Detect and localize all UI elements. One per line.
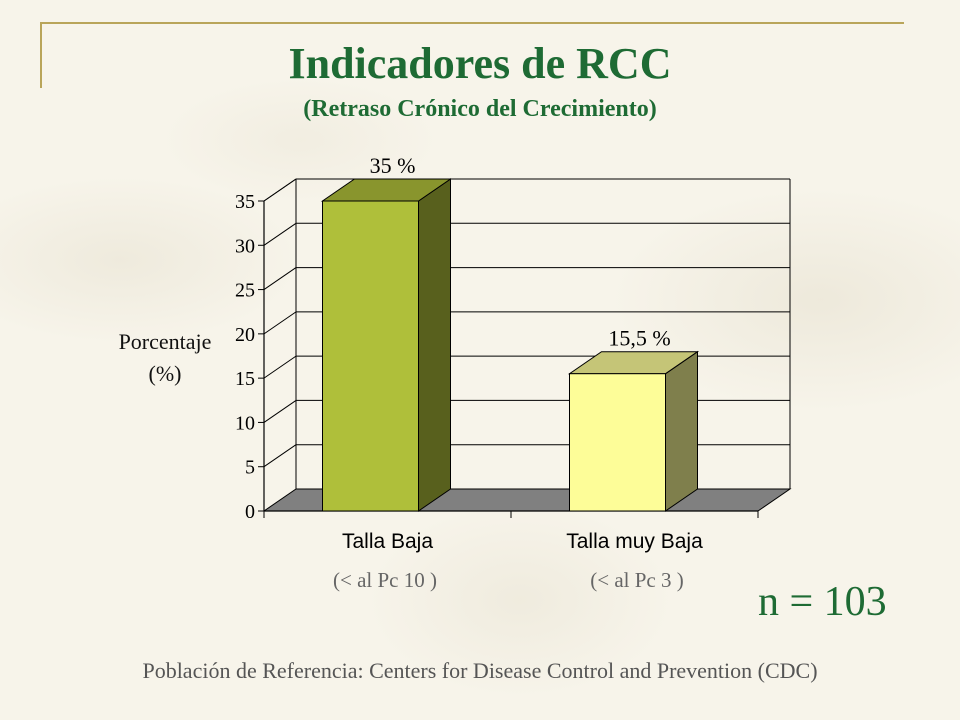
y-tick-label-4: 20 <box>235 324 255 346</box>
y-tick-label-7: 35 <box>235 191 255 213</box>
gridline-side-1 <box>263 444 297 468</box>
data-label-0: 35 % <box>370 153 416 178</box>
y-axis-label-line-1: Porcentaje <box>118 329 212 354</box>
y-tick-label-0: 0 <box>245 501 255 523</box>
slide-title: Indicadores de RCC <box>288 39 672 88</box>
y-tick-label-5: 25 <box>235 280 255 302</box>
category-subtitle-1: (< al Pc 10 ) <box>333 568 437 592</box>
y-axis-label: Porcentaje (%) <box>100 326 230 390</box>
y-tick-label-3: 15 <box>235 368 255 390</box>
bar-1 <box>569 373 666 512</box>
data-label-1: 15,5 % <box>608 326 670 351</box>
bar-0 <box>322 200 419 512</box>
y-axis-label-line-2: (%) <box>148 361 182 386</box>
side-wall-top-edge <box>263 178 297 202</box>
category-subtitle-2: (< al Pc 3 ) <box>590 568 684 592</box>
category-label-1: Talla muy Baja <box>566 530 703 553</box>
gridline-side-4 <box>263 311 297 335</box>
gridline-side-6 <box>263 222 297 246</box>
bar-side-0 <box>418 178 451 512</box>
footer-reference: Población de Referencia: Centers for Dis… <box>142 658 818 683</box>
y-tick-label-1: 5 <box>245 457 255 479</box>
gridline-side-3 <box>263 355 297 379</box>
sample-size-label: n = 103 <box>758 579 887 625</box>
category-label-0: Talla Baja <box>342 530 433 553</box>
y-tick-label-2: 10 <box>235 412 255 434</box>
slide-subtitle: (Retraso Crónico del Crecimiento) <box>303 96 657 122</box>
frame-top-line <box>40 22 904 24</box>
gridline-side-2 <box>263 400 297 423</box>
bar-side-1 <box>665 350 698 512</box>
frame-left-line <box>40 22 42 88</box>
y-tick-label-6: 30 <box>235 235 255 257</box>
gridline-side-5 <box>263 267 297 290</box>
